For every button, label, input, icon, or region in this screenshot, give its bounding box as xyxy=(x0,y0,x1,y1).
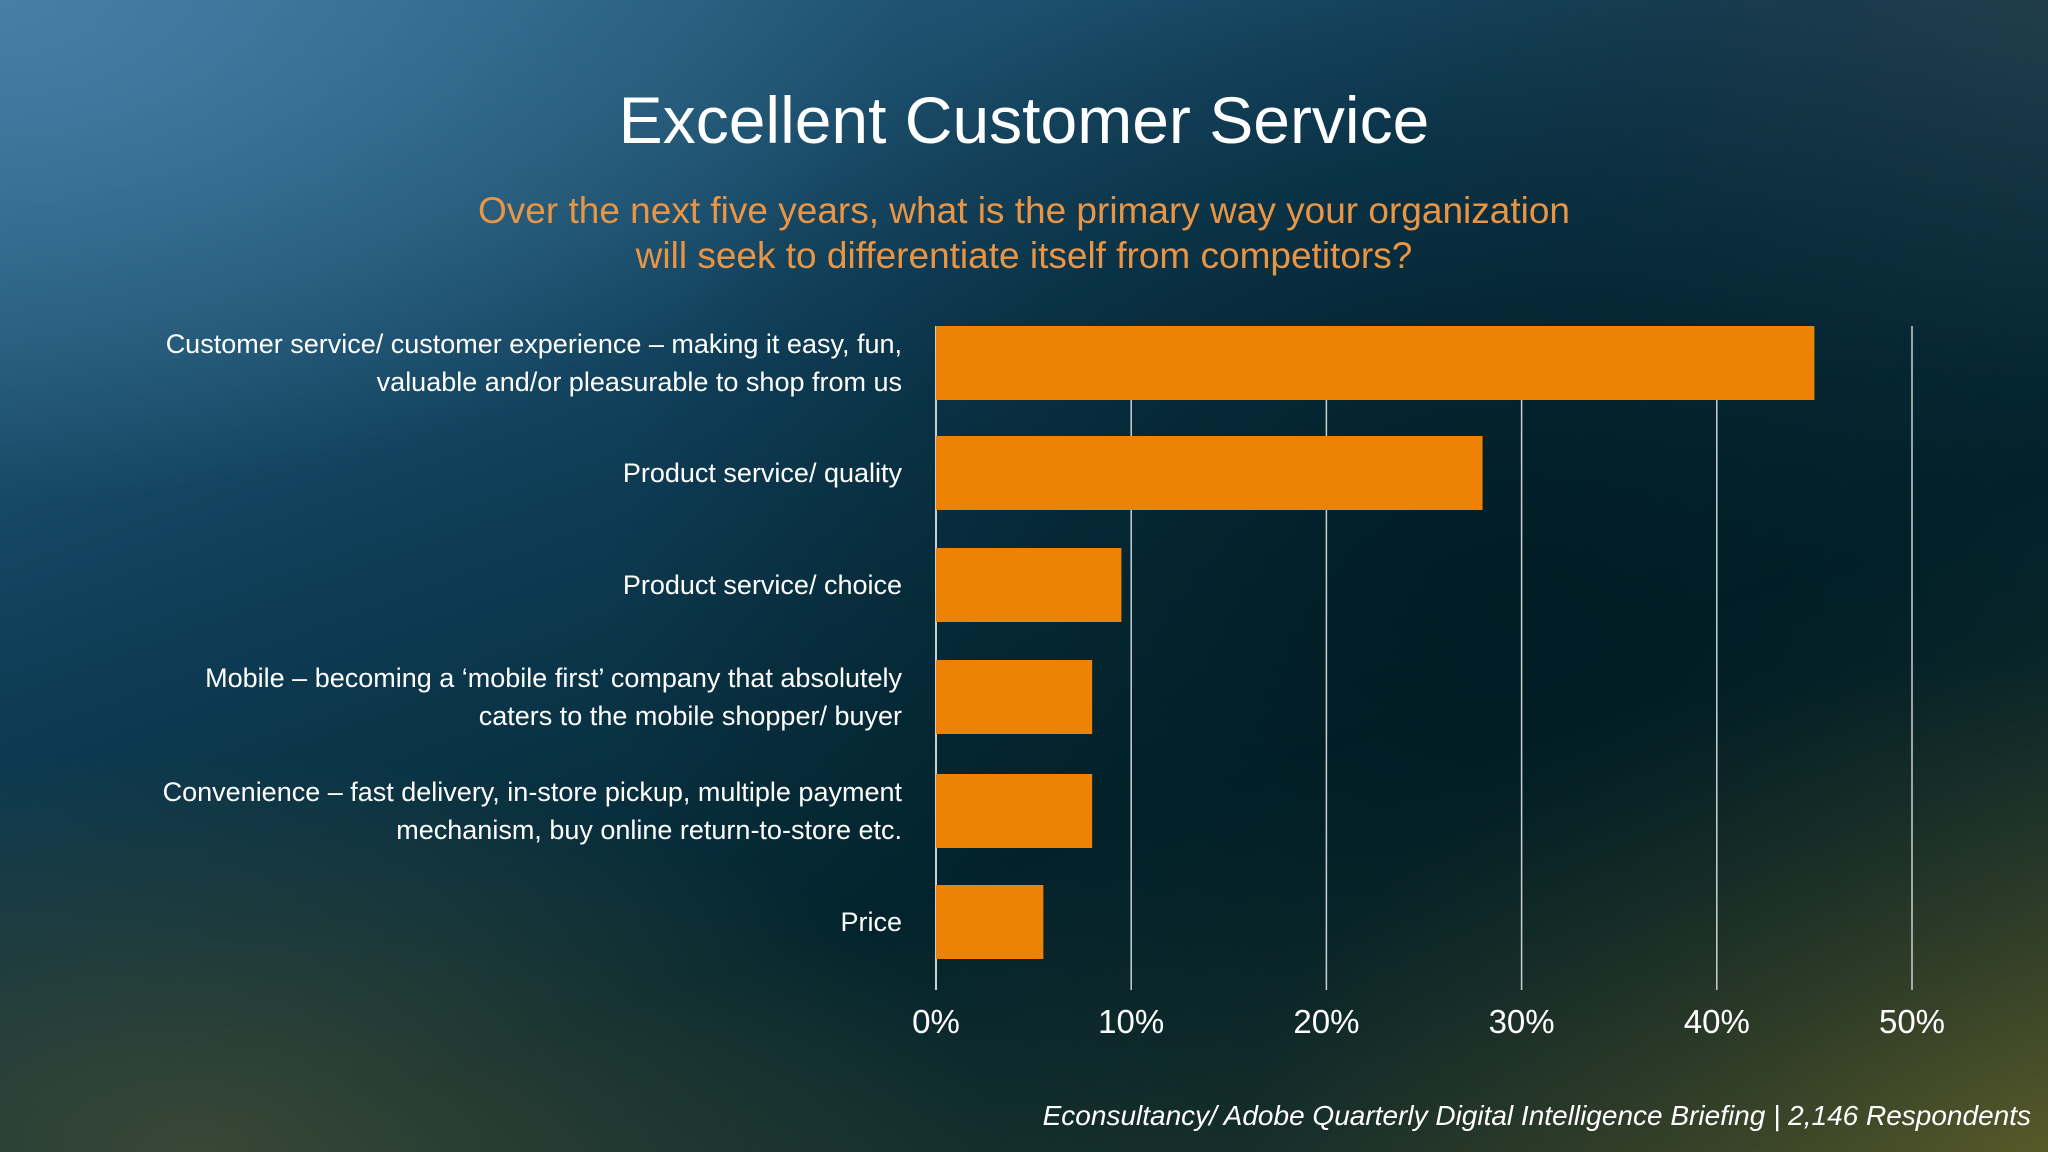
subtitle-line-1: Over the next five years, what is the pr… xyxy=(478,190,1570,231)
category-label-5-line-1: Convenience – fast delivery, in-store pi… xyxy=(162,777,902,807)
category-label-1: Customer service/ customer experience – … xyxy=(42,325,902,401)
category-label-1-line-2: valuable and/or pleasurable to shop from… xyxy=(376,367,902,397)
category-label-5-line-2: mechanism, buy online return-to-store et… xyxy=(396,815,902,845)
category-label-5: Convenience – fast delivery, in-store pi… xyxy=(42,773,902,849)
source-note: Econsultancy/ Adobe Quarterly Digital In… xyxy=(1042,1100,2031,1131)
x-tick-label-40: 40% xyxy=(1683,1003,1750,1040)
bar-2 xyxy=(936,436,1483,510)
subtitle-line-2: will seek to differentiate itself from c… xyxy=(635,235,1413,276)
category-label-3-line-1: Product service/ choice xyxy=(622,570,902,600)
category-label-3: Product service/ choice xyxy=(42,566,902,604)
chart-title: Excellent Customer Service xyxy=(618,83,1430,157)
category-label-2: Product service/ quality xyxy=(42,454,902,492)
category-label-4-line-1: Mobile – becoming a ‘mobile first’ compa… xyxy=(205,663,902,693)
category-label-6-line-1: Price xyxy=(840,907,902,937)
bar-4 xyxy=(936,660,1093,734)
x-tick-label-0: 0% xyxy=(912,1003,960,1040)
bar-3 xyxy=(936,548,1122,622)
bar-6 xyxy=(936,885,1044,959)
x-tick-label-20: 20% xyxy=(1293,1003,1360,1040)
chart-subtitle: Over the next five years, what is the pr… xyxy=(0,188,2048,278)
category-label-6: Price xyxy=(42,903,902,941)
x-tick-label-30: 30% xyxy=(1488,1003,1555,1040)
x-tick-label-50: 50% xyxy=(1878,1003,1946,1040)
category-label-2-line-1: Product service/ quality xyxy=(622,458,902,488)
category-label-1-line-1: Customer service/ customer experience – … xyxy=(165,329,902,359)
bar-1 xyxy=(936,326,1815,400)
x-tick-label-10: 10% xyxy=(1098,1003,1165,1040)
category-label-4: Mobile – becoming a ‘mobile first’ compa… xyxy=(42,659,902,735)
category-label-4-line-2: caters to the mobile shopper/ buyer xyxy=(478,701,902,731)
bar-5 xyxy=(936,774,1093,848)
